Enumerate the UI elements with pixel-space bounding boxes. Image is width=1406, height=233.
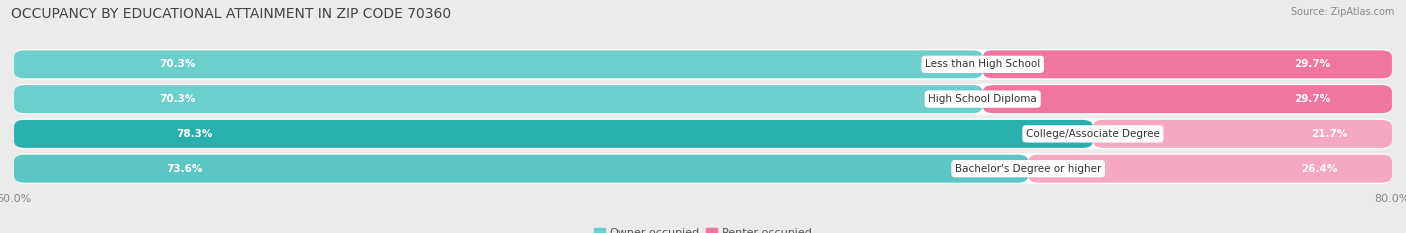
Text: 78.3%: 78.3% — [176, 129, 212, 139]
FancyBboxPatch shape — [983, 50, 1392, 78]
Text: OCCUPANCY BY EDUCATIONAL ATTAINMENT IN ZIP CODE 70360: OCCUPANCY BY EDUCATIONAL ATTAINMENT IN Z… — [11, 7, 451, 21]
FancyBboxPatch shape — [14, 155, 1028, 183]
Text: 29.7%: 29.7% — [1295, 59, 1330, 69]
Text: Bachelor's Degree or higher: Bachelor's Degree or higher — [955, 164, 1101, 174]
Text: 29.7%: 29.7% — [1295, 94, 1330, 104]
FancyBboxPatch shape — [14, 120, 1092, 148]
Text: College/Associate Degree: College/Associate Degree — [1026, 129, 1160, 139]
FancyBboxPatch shape — [14, 119, 1392, 149]
FancyBboxPatch shape — [1092, 120, 1392, 148]
FancyBboxPatch shape — [14, 50, 983, 78]
Text: 73.6%: 73.6% — [166, 164, 202, 174]
Text: 70.3%: 70.3% — [159, 94, 195, 104]
Text: Less than High School: Less than High School — [925, 59, 1040, 69]
Text: Source: ZipAtlas.com: Source: ZipAtlas.com — [1291, 7, 1395, 17]
FancyBboxPatch shape — [14, 85, 983, 113]
FancyBboxPatch shape — [14, 153, 1392, 184]
Text: High School Diploma: High School Diploma — [928, 94, 1038, 104]
Text: 21.7%: 21.7% — [1310, 129, 1347, 139]
FancyBboxPatch shape — [14, 84, 1392, 114]
FancyBboxPatch shape — [14, 49, 1392, 80]
FancyBboxPatch shape — [1028, 155, 1392, 183]
Text: 26.4%: 26.4% — [1301, 164, 1337, 174]
Text: 70.3%: 70.3% — [159, 59, 195, 69]
Legend: Owner-occupied, Renter-occupied: Owner-occupied, Renter-occupied — [589, 223, 817, 233]
FancyBboxPatch shape — [983, 85, 1392, 113]
